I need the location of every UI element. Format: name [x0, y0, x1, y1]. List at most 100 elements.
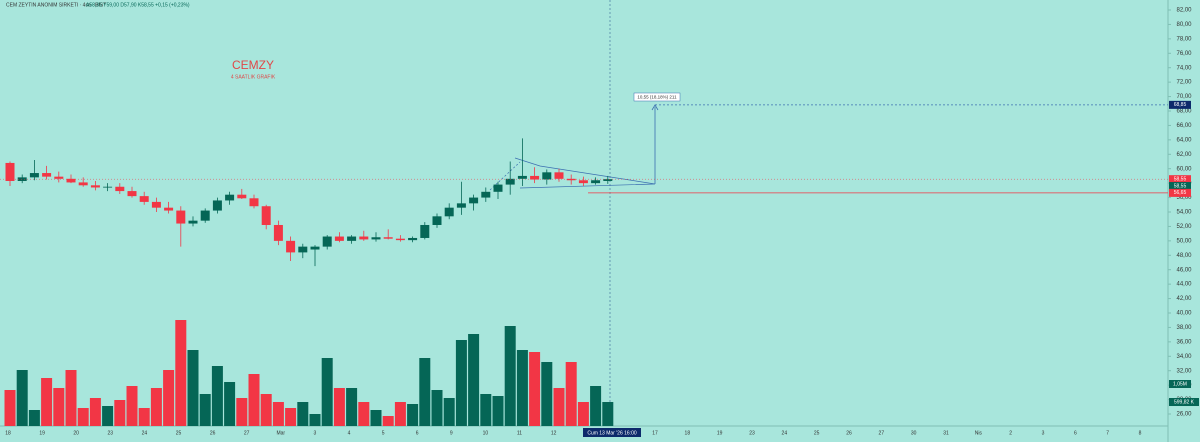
candle-body	[188, 220, 198, 224]
y-tick-label: 38,00	[1176, 325, 1192, 331]
candle-body	[432, 216, 442, 225]
x-tick-label: 24	[782, 430, 788, 436]
x-tick-label: 23	[108, 430, 114, 436]
volume-bar	[333, 388, 345, 426]
y-tick-label: 52,00	[1176, 224, 1192, 230]
x-tick-label: 27	[879, 430, 885, 436]
candle-body	[517, 175, 527, 179]
candle-body	[603, 179, 613, 181]
y-tick-label: 42,00	[1176, 296, 1192, 302]
volume-bar	[602, 402, 614, 426]
x-tick-label: Nis	[975, 430, 983, 436]
candle-body	[322, 236, 332, 247]
volume-bar	[370, 410, 382, 426]
volume-bar	[431, 390, 443, 426]
candle-body	[212, 200, 222, 211]
volume-bar	[126, 386, 138, 426]
price-label-box	[1169, 175, 1191, 184]
y-tick-label: 48,00	[1176, 253, 1192, 259]
volume-bar	[382, 416, 394, 426]
pennant-drawing	[514, 157, 656, 189]
x-tick-label: 5	[382, 430, 385, 436]
x-tick-label: 4	[348, 430, 351, 436]
x-tick-label: 12	[551, 430, 557, 436]
target-note-box	[633, 92, 681, 102]
x-tick-label: 23	[749, 430, 755, 436]
price-label-box	[1169, 100, 1191, 109]
volume-ma-box	[1169, 380, 1191, 388]
y-tick-label: 66,00	[1176, 123, 1192, 129]
volume-bar	[309, 414, 321, 426]
candle-body	[200, 210, 210, 221]
volume-bar	[224, 382, 236, 426]
x-tick-label: 9	[450, 430, 453, 436]
candle-body	[481, 191, 491, 198]
candle-body	[542, 172, 552, 180]
x-tick-label: 24	[142, 430, 148, 436]
x-tick-label: 25	[814, 430, 820, 436]
volume-bar	[297, 402, 309, 426]
volume-bar	[272, 402, 284, 426]
candle-body	[164, 207, 174, 211]
y-tick-label: 34,00	[1176, 354, 1192, 360]
y-tick-label: 32,00	[1176, 368, 1192, 374]
volume-bar	[407, 404, 419, 426]
volume-bar	[590, 386, 602, 426]
volume-bar	[138, 408, 150, 426]
x-tick-label: 25	[176, 430, 182, 436]
y-tick-label: 76,00	[1176, 51, 1192, 57]
volume-bar	[553, 388, 565, 426]
candle-body	[395, 238, 405, 241]
x-tick-label: 18	[685, 430, 691, 436]
y-tick-label: 70,00	[1176, 94, 1192, 100]
y-tick-label: 64,00	[1176, 137, 1192, 143]
header: CEM ZEYTIN ANONIM SIRKETI · 4sa · BIST	[6, 2, 106, 8]
volume-bar	[236, 398, 248, 426]
candle-body	[176, 210, 186, 224]
price-label: 58,55	[1174, 177, 1187, 183]
candle-body	[90, 185, 100, 188]
price-label: 68,85	[1174, 102, 1187, 108]
x-tick-label: 30	[911, 430, 917, 436]
y-tick-label: 44,00	[1176, 282, 1192, 288]
x-tick-label: 17	[652, 430, 658, 436]
candle-body	[530, 175, 540, 180]
price-label: 58,55	[1174, 183, 1187, 189]
candle-body	[298, 246, 308, 253]
volume-bar	[163, 370, 175, 426]
volume-bar	[114, 400, 126, 426]
volume-bar	[199, 394, 211, 426]
candle-body	[139, 196, 149, 202]
candle-body	[383, 237, 393, 239]
y-tick-label: 68,00	[1176, 109, 1192, 115]
price-label-box	[1169, 182, 1191, 191]
x-tick-label: 26	[210, 430, 216, 436]
volume-bar	[443, 398, 455, 426]
volume-bar	[77, 408, 89, 426]
watermark-sub: 4 SAATLIK GRAFIK	[231, 74, 276, 80]
volume-bar	[260, 394, 272, 426]
volume-bar	[248, 374, 260, 426]
watermark: CEMZY	[232, 58, 274, 72]
pennant-drawing	[489, 161, 521, 191]
x-tick-label: 6	[1074, 430, 1077, 436]
x-tick-label: 8	[1139, 430, 1142, 436]
candle-body	[225, 194, 235, 201]
y-tick-label: 82,00	[1176, 8, 1192, 14]
x-tick-label: 19	[717, 430, 723, 436]
y-tick-label: 40,00	[1176, 311, 1192, 317]
candle-body	[237, 194, 247, 199]
y-tick-label: 80,00	[1176, 22, 1192, 28]
candle-body	[42, 173, 52, 177]
y-tick-label: 54,00	[1176, 210, 1192, 216]
x-tick-label: 6	[416, 430, 419, 436]
x-tick-label: 18	[5, 430, 11, 436]
price-label: 56,65	[1174, 190, 1187, 196]
volume-bar	[358, 402, 370, 426]
x-tick-label: Mar	[276, 430, 285, 436]
candle-body	[54, 176, 64, 179]
volume-bar	[65, 370, 77, 426]
candle-body	[591, 180, 601, 184]
candle-body	[310, 246, 320, 250]
candle-body	[578, 180, 588, 184]
